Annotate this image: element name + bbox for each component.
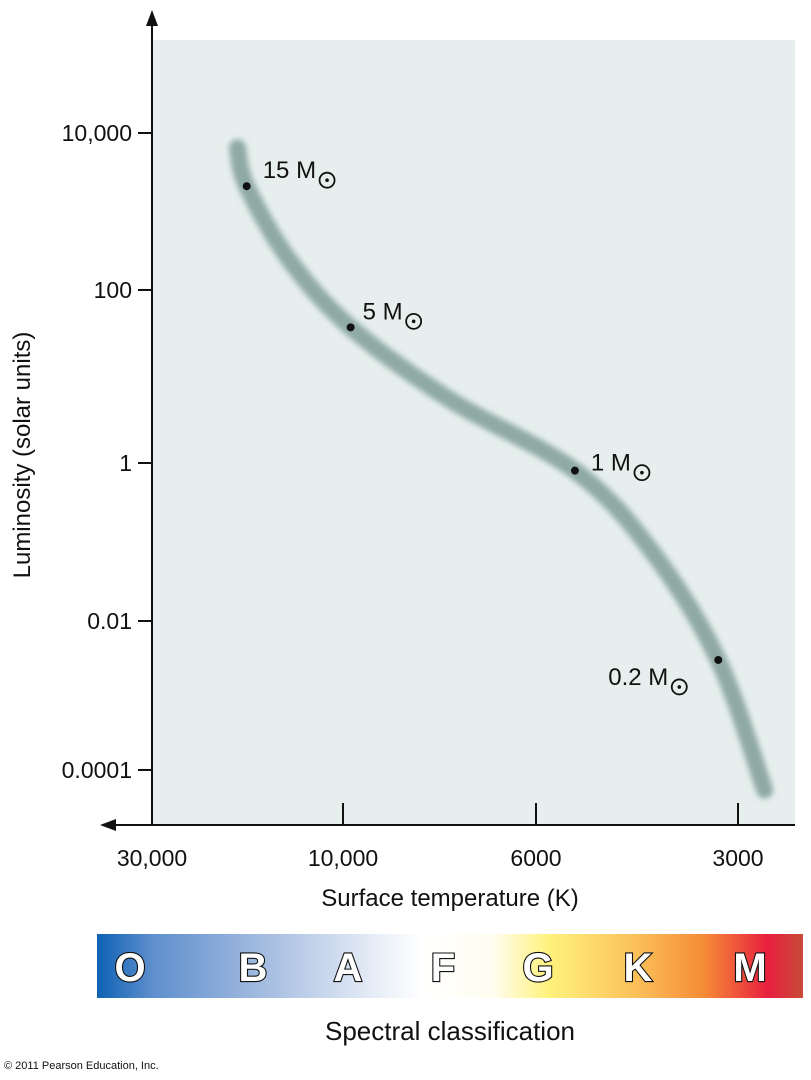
x-axis-label: Surface temperature (K): [321, 885, 578, 912]
mass-point: [242, 182, 251, 191]
mass-label: 1 M: [591, 450, 651, 482]
axes: [100, 10, 795, 831]
sun-symbol-icon: [633, 464, 651, 482]
x-axis-arrow-icon: [100, 819, 116, 831]
spectral-classification-label: Spectral classification: [325, 1016, 575, 1046]
spectral-class-b: B: [239, 946, 268, 990]
spectral-class-a: A: [334, 946, 363, 990]
mass-label-text: 15 M: [263, 157, 316, 184]
sun-symbol-icon: [405, 312, 423, 330]
sun-symbol-dot: [640, 470, 644, 475]
sun-symbol-dot: [677, 685, 682, 689]
sun-symbol-icon: [318, 171, 336, 189]
spectral-class-g: G: [522, 946, 553, 990]
main-sequence-band-group: [229, 139, 774, 799]
x-tick-label: 3000: [712, 845, 763, 871]
y-tick-label: 100: [94, 277, 132, 303]
y-axis-label: Luminosity (solar units): [9, 332, 36, 579]
copyright-text: © 2011 Pearson Education, Inc.: [4, 1060, 159, 1072]
sun-symbol-icon: [670, 678, 688, 696]
spectral-class-k: K: [624, 946, 653, 990]
spectral-color-bar: [97, 934, 803, 998]
y-tick-label: 0.0001: [62, 757, 132, 783]
x-tick-label: 30,000: [117, 845, 187, 871]
mass-point: [570, 466, 579, 475]
x-tick-label: 10,000: [308, 845, 378, 871]
y-axis-arrow-icon: [146, 10, 158, 26]
y-tick-label: 1: [119, 450, 132, 476]
spectral-class-o: O: [114, 946, 145, 990]
mass-label: 5 M: [363, 298, 423, 330]
spectral-class-m: M: [733, 946, 766, 990]
mass-label: 15 M: [263, 157, 336, 189]
mass-point: [714, 655, 723, 664]
x-tick-label: 6000: [510, 845, 561, 871]
y-tick-label: 10,000: [62, 120, 132, 146]
mass-label-text: 0.2 M: [608, 664, 668, 691]
mass-label: 0.2 M: [608, 664, 688, 696]
sun-symbol-dot: [325, 178, 329, 183]
sun-symbol-dot: [411, 319, 416, 324]
mass-label-text: 5 M: [363, 298, 403, 325]
main-sequence-band: [229, 139, 774, 799]
y-tick-label: 0.01: [87, 608, 132, 634]
mass-point: [346, 323, 355, 332]
plot-background: [152, 40, 795, 825]
spectral-class-f: F: [431, 946, 455, 990]
mass-label-text: 1 M: [591, 450, 631, 477]
